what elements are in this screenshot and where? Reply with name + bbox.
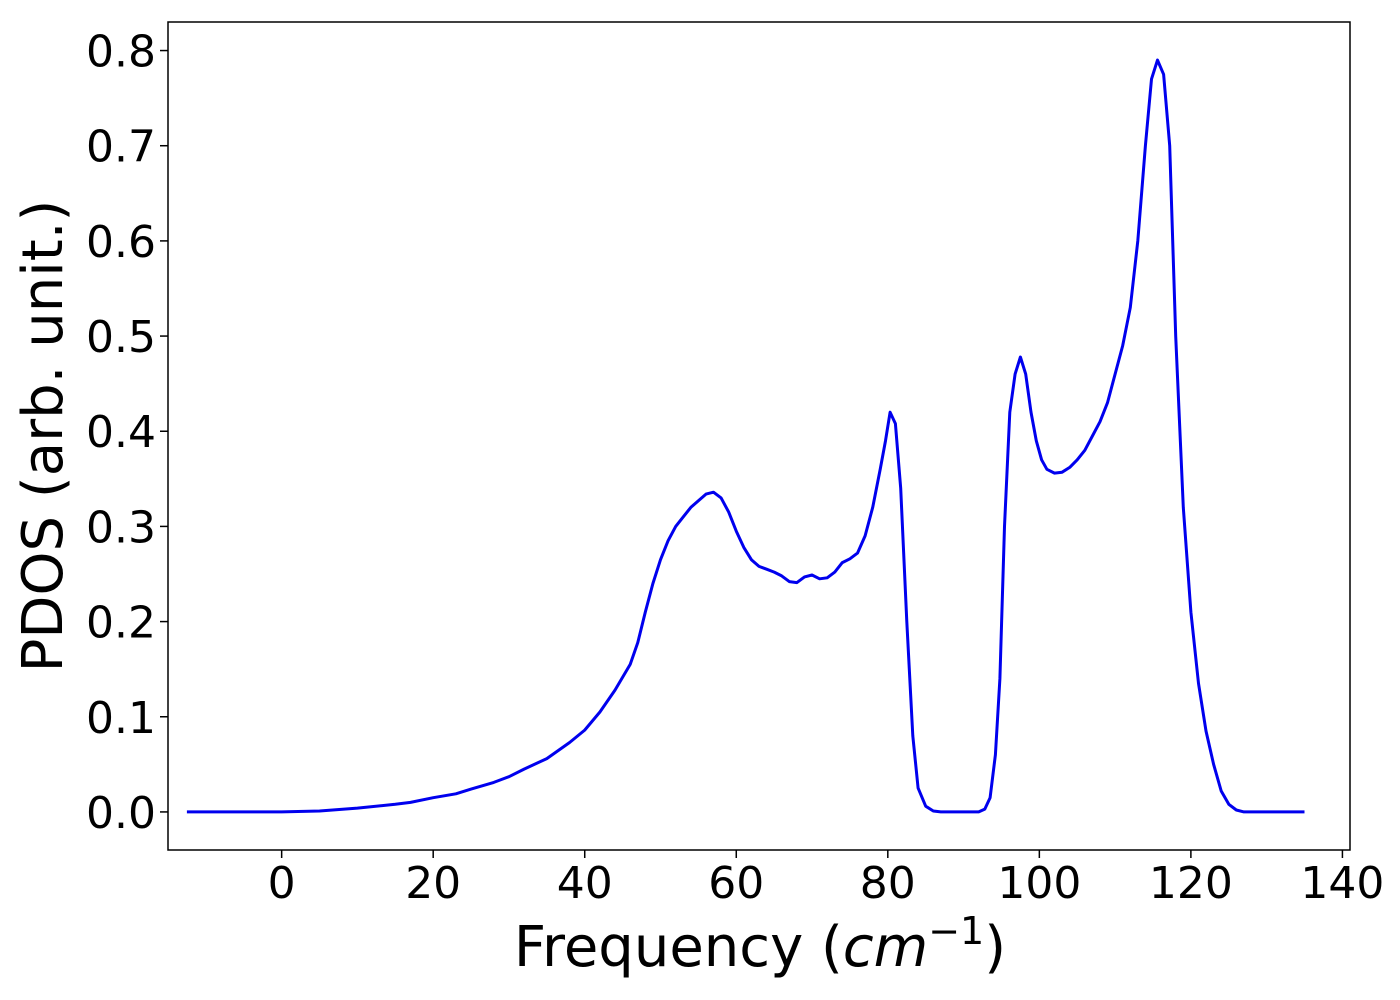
y-tick-label: 0.4 bbox=[86, 407, 156, 458]
x-tick-label: 140 bbox=[1300, 858, 1384, 909]
x-tick-label: 0 bbox=[268, 858, 296, 909]
y-tick-label: 0.3 bbox=[86, 502, 156, 553]
y-tick-label: 0.7 bbox=[86, 122, 156, 173]
x-tick-label: 60 bbox=[708, 858, 764, 909]
y-axis-label: PDOS (arb. unit.) bbox=[11, 200, 76, 673]
y-tick-label: 0.2 bbox=[86, 598, 156, 649]
pdos-series-line bbox=[186, 58, 1305, 814]
y-tick-label: 0.6 bbox=[86, 217, 156, 268]
x-axis-label: Frequency (cm−1) bbox=[514, 909, 1006, 980]
plot-area bbox=[167, 21, 1351, 851]
x-tick-label: 20 bbox=[405, 858, 461, 909]
x-tick-label: 120 bbox=[1149, 858, 1233, 909]
y-tick-label: 0.8 bbox=[86, 27, 156, 78]
y-tick-label: 0.1 bbox=[86, 693, 156, 744]
x-tick-label: 40 bbox=[557, 858, 613, 909]
x-tick-label: 80 bbox=[860, 858, 916, 909]
x-tick-label: 100 bbox=[997, 858, 1081, 909]
y-tick-label: 0.5 bbox=[86, 312, 156, 363]
x-ticks: 0 20 40 60 80 100 120 140 bbox=[268, 850, 1384, 909]
y-tick-label: 0.0 bbox=[86, 788, 156, 839]
y-ticks: 0.0 0.1 0.2 0.3 0.4 0.5 0.6 0.7 0.8 bbox=[86, 27, 168, 839]
